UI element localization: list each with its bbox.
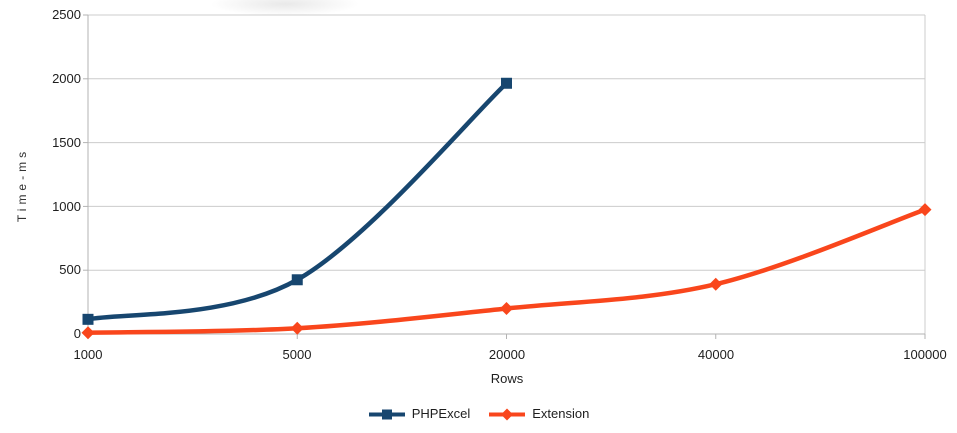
- series-marker-diamond: [81, 326, 95, 340]
- y-tick-label-0: 0: [73, 326, 81, 341]
- legend-item-extension: Extension: [488, 406, 589, 421]
- series-marker-diamond: [709, 277, 723, 291]
- legend-item-phpexcel: PHPExcel: [368, 406, 471, 421]
- legend-label-extension: Extension: [532, 406, 590, 421]
- series-marker-square: [501, 77, 512, 89]
- x-tick-label-40000: 40000: [697, 347, 735, 362]
- series-marker-square: [291, 274, 303, 286]
- series-marker-diamond: [500, 301, 513, 315]
- chart-legend: PHPExcel Extension: [0, 406, 957, 421]
- legend-swatch-diamond-icon: [488, 407, 526, 421]
- y-tick-label-2500: 2500: [52, 7, 81, 22]
- x-tick-label-5000: 5000: [282, 347, 312, 362]
- x-tick-label-20000: 20000: [488, 347, 526, 362]
- series-marker-square: [82, 313, 94, 325]
- series-line-0: [87, 81, 509, 322]
- x-tick-label-100000: 100000: [903, 347, 947, 362]
- x-tick-label-1000: 1000: [73, 347, 103, 362]
- y-tick-label-500: 500: [59, 262, 81, 277]
- legend-swatch-square-icon: [368, 407, 406, 420]
- series-marker-diamond: [918, 203, 932, 217]
- series-marker-diamond: [290, 321, 304, 335]
- x-axis-title: Rows: [490, 371, 524, 386]
- y-axis-title: Time-ms: [15, 147, 29, 223]
- y-tick-label-1500: 1500: [52, 135, 81, 150]
- legend-label-phpexcel: PHPExcel: [411, 406, 471, 421]
- y-tick-label-2000: 2000: [52, 71, 81, 86]
- y-tick-label-1000: 1000: [52, 199, 81, 214]
